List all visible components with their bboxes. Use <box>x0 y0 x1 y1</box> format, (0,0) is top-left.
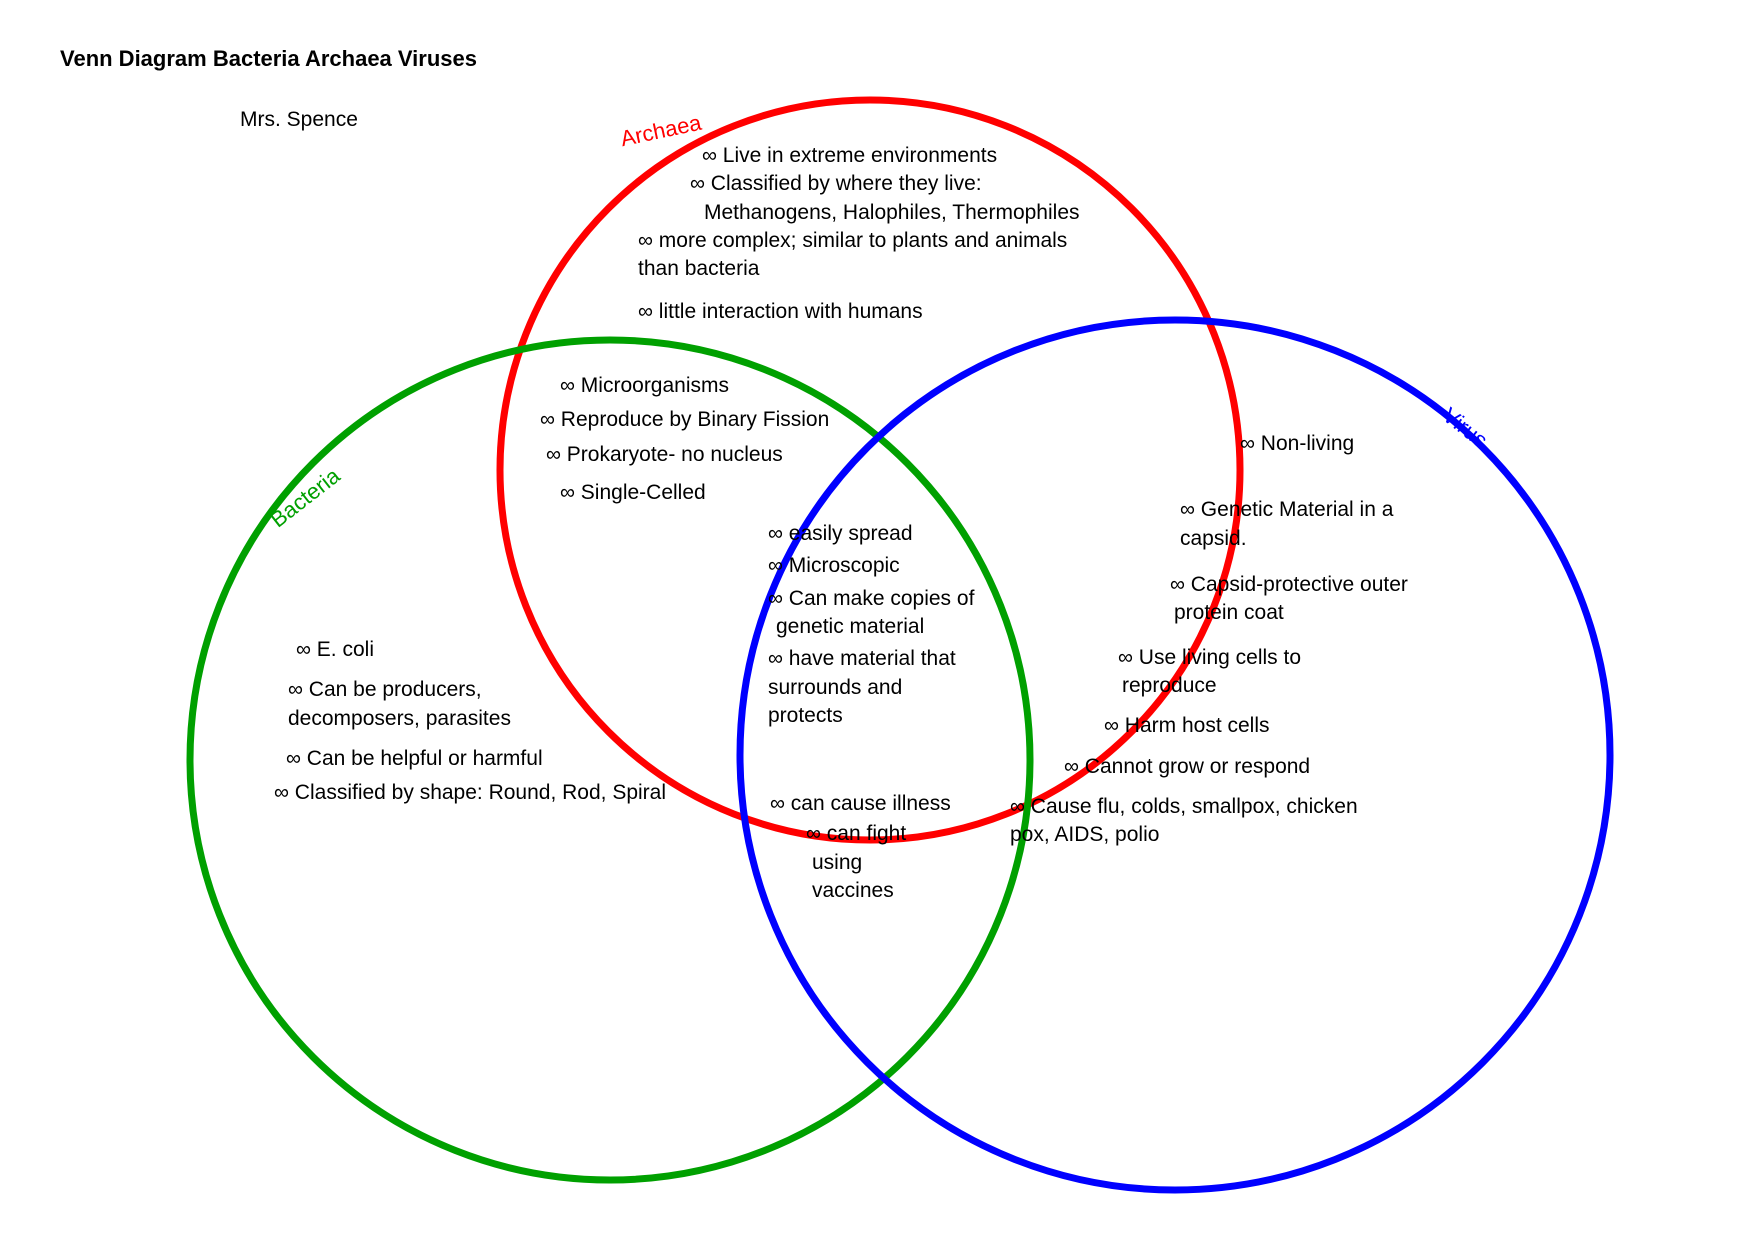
text-line: ∞ Classified by where they live: <box>690 170 1080 198</box>
text-line: surrounds and <box>768 674 974 702</box>
text-line: ∞ Can be producers, <box>288 676 666 704</box>
region-archaea-only: ∞ Live in extreme environments∞ Classifi… <box>620 142 1080 326</box>
text-line: ∞ Prokaryote- no nucleus <box>546 441 829 469</box>
text-line: genetic material <box>776 613 974 641</box>
text-line: Methanogens, Halophiles, Thermophiles <box>704 199 1080 227</box>
text-line: ∞ little interaction with humans <box>638 298 1080 326</box>
text-line: ∞ Non-living <box>1240 430 1408 458</box>
text-line: ∞ Microorganisms <box>560 372 829 400</box>
text-line: decomposers, parasites <box>288 705 666 733</box>
text-line: ∞ Single-Celled <box>560 479 829 507</box>
text-line: ∞ can fight <box>806 820 951 848</box>
text-line: ∞ Reproduce by Binary Fission <box>540 406 829 434</box>
text-line: vaccines <box>812 877 951 905</box>
text-line: ∞ Classified by shape: Round, Rod, Spira… <box>274 779 666 807</box>
text-line: ∞ easily spread <box>768 520 974 548</box>
text-line: ∞ Live in extreme environments <box>702 142 1080 170</box>
text-line: ∞ Use living cells to <box>1118 644 1408 672</box>
region-bacteria-virus: ∞ can cause illness∞ can fightusingvacci… <box>770 790 951 905</box>
text-line: capsid. <box>1180 525 1408 553</box>
text-line: using <box>812 849 951 877</box>
text-line: ∞ more complex; similar to plants and an… <box>638 227 1080 255</box>
text-line: ∞ Cause flu, colds, smallpox, chicken <box>1010 793 1408 821</box>
text-line: ∞ can cause illness <box>770 790 951 818</box>
text-line: reproduce <box>1122 672 1408 700</box>
region-center: ∞ easily spread ∞ Microscopic ∞ Can make c… <box>768 520 974 730</box>
text-line: than bacteria <box>638 255 1080 283</box>
text-line: ∞ Genetic Material in a <box>1180 496 1408 524</box>
region-archaea-bacteria: ∞ Microorganisms ∞ Reproduce by Binary Fi… <box>540 372 829 507</box>
text-line: protein coat <box>1174 599 1408 627</box>
text-line: ∞ Harm host cells <box>1104 712 1408 740</box>
text-line: protects <box>768 702 974 730</box>
text-line: ∞ Microscopic <box>768 552 974 580</box>
text-line: ∞ Cannot grow or respond <box>1064 753 1408 781</box>
text-line: ∞ have material that <box>768 645 974 673</box>
text-line: ∞ Capsid-protective outer <box>1170 571 1408 599</box>
region-virus-only: ∞ Non-living ∞ Genetic Material in acapsi… <box>1010 430 1408 850</box>
text-line: ∞ E. coli <box>296 636 666 664</box>
text-line: ∞ Can be helpful or harmful <box>286 745 666 773</box>
text-line: pox, AIDS, polio <box>1010 821 1408 849</box>
region-bacteria-only: ∞ E. coli ∞ Can be producers,decomposers,… <box>286 636 666 808</box>
text-line: ∞ Can make copies of <box>768 585 974 613</box>
